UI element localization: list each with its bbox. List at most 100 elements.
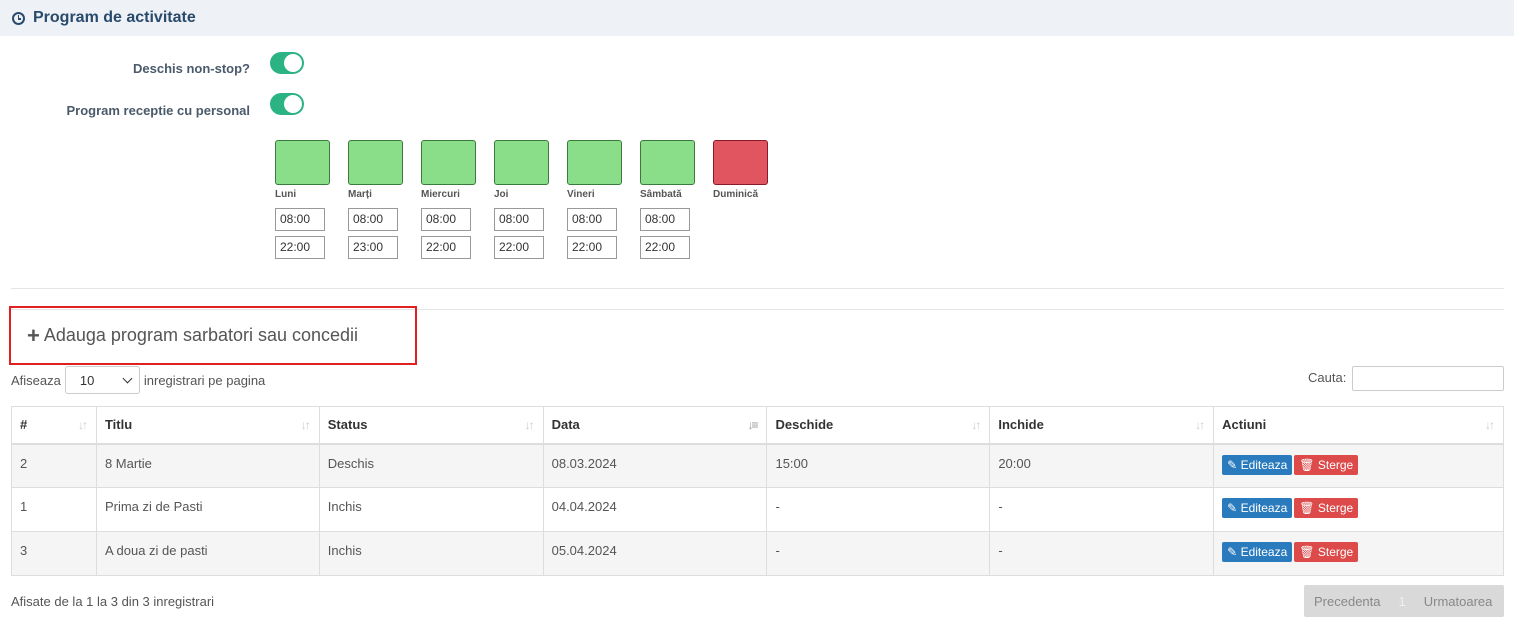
chevron-down-icon xyxy=(122,373,133,384)
cell-date: 05.04.2024 xyxy=(542,531,768,576)
sort-icon: ↓↑ xyxy=(1485,418,1495,432)
day-toggle-box[interactable] xyxy=(567,140,622,185)
edit-button[interactable]: ✎ Editeaza xyxy=(1222,542,1293,562)
cell-title: Prima zi de Pasti xyxy=(95,487,320,532)
cell-status: Inchis xyxy=(318,531,544,576)
day-monday: Luni 08:00 22:00 xyxy=(275,140,331,259)
clock-icon xyxy=(12,11,25,25)
cell-id: 1 xyxy=(11,487,97,532)
nonstop-toggle[interactable] xyxy=(270,52,304,74)
column-header-title[interactable]: Titlu ↓↑ xyxy=(95,406,320,445)
table-row: 2 8 Martie Deschis 08.03.2024 15:00 20:0… xyxy=(11,443,1504,488)
search-label: Cauta: xyxy=(1308,370,1347,385)
edit-button[interactable]: ✎ Editeaza xyxy=(1222,498,1293,518)
plus-icon: + xyxy=(27,322,40,348)
day-name: Miercuri xyxy=(421,189,460,200)
day-name: Luni xyxy=(275,189,297,200)
column-header-date[interactable]: Data ↓≡ xyxy=(542,406,768,445)
reception-toggle[interactable] xyxy=(270,93,304,115)
close-time-input[interactable]: 22:00 xyxy=(567,236,617,259)
add-holiday-button[interactable]: + Adauga program sarbatori sau concedii xyxy=(9,306,417,365)
panel-header: Program de activitate xyxy=(0,0,1514,36)
cell-closes: 20:00 xyxy=(989,443,1215,488)
next-page-button[interactable]: Urmatoarea xyxy=(1423,593,1493,609)
sort-icon: ↓↑ xyxy=(77,418,88,432)
close-time-input[interactable]: 22:00 xyxy=(421,236,471,259)
day-sunday: Duminică xyxy=(713,140,769,202)
cell-closes: - xyxy=(989,487,1215,532)
day-tuesday: Marți 08:00 23:00 xyxy=(348,140,404,259)
column-header-closes[interactable]: Inchide ↓↑ xyxy=(989,406,1215,445)
column-header-id[interactable]: # ↓↑ xyxy=(11,406,97,445)
sort-icon: ↓↑ xyxy=(524,418,535,432)
column-header-actions[interactable]: Actiuni ↓↑ xyxy=(1213,406,1504,445)
column-header-opens[interactable]: Deschide ↓↑ xyxy=(766,406,991,445)
day-name: Sâmbată xyxy=(640,189,682,200)
sort-ascending-icon: ↓≡ xyxy=(747,418,758,432)
page-size-value: 10 xyxy=(79,372,95,388)
cell-date: 04.04.2024 xyxy=(542,487,768,532)
nonstop-label: Deschis non-stop? xyxy=(132,61,250,76)
cell-status: Deschis xyxy=(318,443,544,488)
open-time-input[interactable]: 08:00 xyxy=(275,208,325,231)
table-info: Afisate de la 1 la 3 din 3 inregistrari xyxy=(11,594,215,609)
day-name: Marți xyxy=(348,189,372,200)
table-header-row: # ↓↑ Titlu ↓↑ Status ↓↑ Data ↓≡ Deschide ↓↑ I… xyxy=(11,406,1504,445)
reception-label: Program receptie cu personal xyxy=(66,103,250,118)
pencil-icon: ✎ xyxy=(1227,457,1238,472)
open-time-input[interactable]: 08:00 xyxy=(348,208,398,231)
prev-page-button[interactable]: Precedenta xyxy=(1314,593,1381,609)
delete-button[interactable]: 🗑 Sterge xyxy=(1294,498,1359,518)
day-wednesday: Miercuri 08:00 22:00 xyxy=(421,140,477,259)
open-time-input[interactable]: 08:00 xyxy=(421,208,471,231)
cell-status: Inchis xyxy=(318,487,544,532)
cell-title: A doua zi de pasti xyxy=(95,531,320,576)
sort-icon: ↓↑ xyxy=(971,418,981,432)
page-size-select[interactable]: 10 xyxy=(64,366,140,394)
add-holiday-label: Adauga program sarbatori sau concedii xyxy=(43,325,359,345)
page-size-control: Afiseaza 10 inregistrari pe pagina xyxy=(11,366,265,394)
day-toggle-box[interactable] xyxy=(494,140,549,185)
divider xyxy=(11,288,1504,289)
open-time-input[interactable]: 08:00 xyxy=(640,208,690,231)
cell-opens: - xyxy=(766,531,991,576)
pencil-icon: ✎ xyxy=(1227,545,1238,559)
day-name: Vineri xyxy=(567,189,595,200)
cell-actions: ✎ Editeaza 🗑 Sterge xyxy=(1213,487,1504,532)
cell-id: 2 xyxy=(11,443,97,488)
search-input[interactable] xyxy=(1352,366,1504,391)
cell-actions: ✎ Editeaza 🗑 Sterge xyxy=(1213,531,1504,576)
open-time-input[interactable]: 08:00 xyxy=(567,208,617,231)
delete-button[interactable]: 🗑 Sterge xyxy=(1294,542,1359,562)
trash-icon: 🗑 xyxy=(1299,501,1315,515)
table-row: 1 Prima zi de Pasti Inchis 04.04.2024 - … xyxy=(11,487,1504,532)
day-name: Joi xyxy=(494,189,509,200)
day-toggle-box[interactable] xyxy=(275,140,330,185)
day-toggle-box[interactable] xyxy=(713,140,768,185)
divider xyxy=(11,309,1504,310)
close-time-input[interactable]: 23:00 xyxy=(348,236,398,259)
cell-closes: - xyxy=(989,531,1215,576)
day-toggle-box[interactable] xyxy=(421,140,476,185)
edit-button[interactable]: ✎ Editeaza xyxy=(1222,454,1293,475)
sort-icon: ↓↑ xyxy=(300,418,311,432)
day-toggle-box[interactable] xyxy=(348,140,403,185)
pagination: Precedenta 1 Urmatoarea xyxy=(1304,585,1504,617)
close-time-input[interactable]: 22:00 xyxy=(275,236,325,259)
cell-actions: ✎ Editeaza 🗑 Sterge xyxy=(1213,443,1504,488)
cell-date: 08.03.2024 xyxy=(542,443,768,488)
close-time-input[interactable]: 22:00 xyxy=(640,236,690,259)
panel-title: Program de activitate xyxy=(33,9,196,26)
table-row: 3 A doua zi de pasti Inchis 05.04.2024 -… xyxy=(11,531,1504,576)
day-toggle-box[interactable] xyxy=(640,140,695,185)
day-thursday: Joi 08:00 22:00 xyxy=(494,140,550,259)
delete-button[interactable]: 🗑 Sterge xyxy=(1294,454,1359,475)
holidays-table: # ↓↑ Titlu ↓↑ Status ↓↑ Data ↓≡ Deschide ↓↑ I… xyxy=(11,406,1504,576)
close-time-input[interactable]: 22:00 xyxy=(494,236,544,259)
trash-icon: 🗑 xyxy=(1299,545,1315,559)
column-header-status[interactable]: Status ↓↑ xyxy=(318,406,544,445)
day-friday: Vineri 08:00 22:00 xyxy=(567,140,623,259)
toggle-knob xyxy=(284,54,302,72)
current-page-button[interactable]: 1 xyxy=(1398,593,1406,609)
open-time-input[interactable]: 08:00 xyxy=(494,208,544,231)
